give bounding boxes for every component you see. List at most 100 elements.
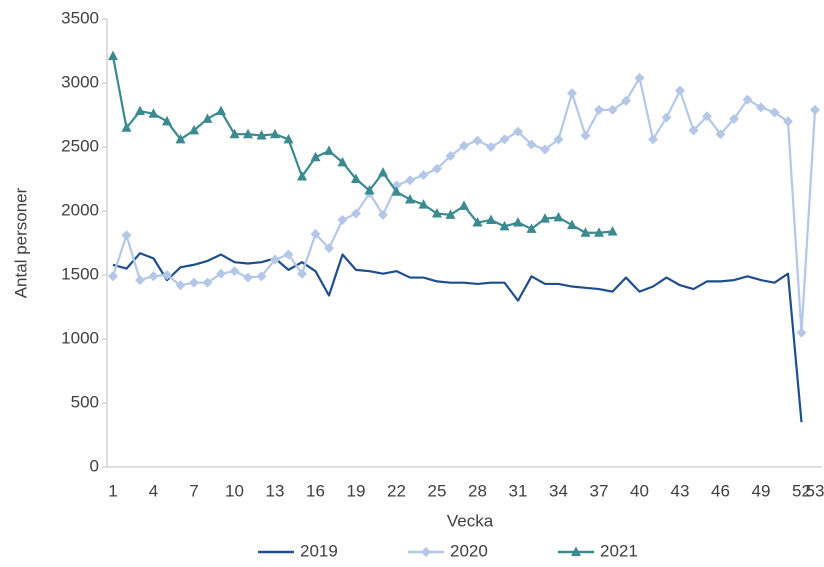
marker	[499, 134, 510, 145]
marker	[256, 129, 267, 140]
x-tick-label: 13	[266, 481, 285, 500]
marker	[148, 271, 159, 282]
marker	[472, 135, 483, 146]
marker	[675, 85, 685, 96]
marker	[189, 277, 199, 288]
y-tick-label: 0	[90, 456, 99, 475]
x-tick-label: 31	[509, 481, 528, 500]
marker	[553, 134, 564, 145]
marker	[418, 170, 429, 181]
marker	[421, 547, 431, 557]
x-tick-label: 37	[590, 481, 609, 500]
x-tick-label: 4	[149, 481, 158, 500]
marker	[445, 209, 456, 219]
marker	[391, 186, 402, 196]
marker	[472, 217, 483, 227]
marker	[256, 271, 267, 282]
x-tick-label: 10	[225, 481, 244, 500]
marker	[108, 50, 118, 61]
marker	[378, 209, 388, 220]
marker	[337, 156, 348, 167]
y-tick-label: 3000	[61, 72, 99, 91]
legend-label: 2021	[600, 541, 638, 560]
marker	[216, 105, 226, 116]
y-tick-label: 500	[71, 392, 99, 411]
marker	[175, 280, 186, 291]
marker	[580, 227, 591, 237]
marker	[486, 214, 496, 224]
marker	[783, 116, 793, 127]
marker	[202, 113, 213, 123]
marker	[571, 546, 581, 556]
marker	[324, 243, 334, 254]
x-tick-label: 40	[630, 481, 649, 500]
marker	[634, 72, 645, 83]
x-tick-label: 34	[549, 481, 568, 500]
marker	[607, 225, 618, 236]
marker	[459, 140, 469, 151]
marker	[121, 122, 132, 132]
marker	[405, 193, 415, 204]
marker	[702, 111, 712, 122]
x-tick-label: 7	[189, 481, 198, 500]
marker	[459, 200, 469, 210]
marker	[202, 277, 213, 288]
x-tick-label: 16	[306, 481, 325, 500]
x-tick-label: 28	[468, 481, 487, 500]
x-tick-label: 1	[108, 481, 117, 500]
legend-label: 2020	[450, 541, 488, 560]
marker	[418, 199, 429, 209]
x-tick-label: 53	[806, 481, 824, 500]
x-tick-label: 46	[711, 481, 730, 500]
marker	[283, 133, 294, 144]
marker	[405, 175, 415, 186]
marker	[351, 173, 361, 183]
marker	[283, 249, 294, 260]
marker	[445, 150, 456, 161]
marker	[796, 327, 807, 338]
marker	[513, 126, 523, 137]
marker	[270, 128, 280, 139]
marker	[499, 220, 510, 231]
marker	[229, 266, 240, 277]
marker	[175, 133, 186, 144]
y-tick-label: 3500	[61, 8, 99, 27]
marker	[364, 185, 375, 195]
marker	[513, 217, 523, 227]
marker	[337, 214, 348, 225]
x-tick-label: 52	[792, 481, 811, 500]
marker	[378, 167, 388, 177]
x-tick-label: 25	[428, 481, 447, 500]
marker	[742, 94, 753, 105]
y-tick-label: 1500	[61, 264, 99, 283]
marker	[567, 219, 577, 230]
marker	[162, 115, 172, 126]
y-tick-label: 2500	[61, 136, 99, 155]
marker	[310, 229, 321, 240]
marker	[189, 124, 199, 135]
y-tick-label: 2000	[61, 200, 99, 219]
marker	[229, 128, 240, 139]
x-tick-label: 22	[387, 481, 406, 500]
marker	[607, 104, 618, 115]
marker	[216, 268, 226, 279]
x-tick-label: 19	[347, 481, 366, 500]
x-axis-title: Vecka	[447, 511, 494, 530]
marker	[297, 268, 307, 279]
marker	[769, 107, 780, 118]
marker	[243, 128, 253, 139]
marker	[540, 144, 550, 155]
marker	[621, 95, 631, 106]
y-axis-title: Antal personer	[11, 187, 30, 298]
marker	[486, 142, 496, 152]
x-tick-label: 43	[671, 481, 690, 500]
legend-label: 2019	[300, 541, 338, 560]
marker	[756, 102, 766, 113]
x-tick-label: 49	[752, 481, 771, 500]
marker	[270, 254, 280, 265]
marker	[715, 129, 726, 140]
marker	[297, 170, 307, 181]
marker	[351, 208, 361, 219]
series-line	[111, 55, 613, 234]
